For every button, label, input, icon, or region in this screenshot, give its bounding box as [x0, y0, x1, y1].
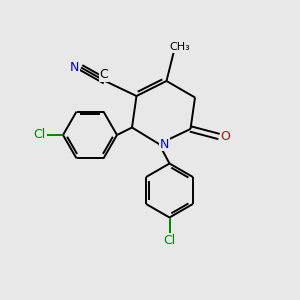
Text: Cl: Cl	[164, 234, 175, 248]
Text: Cl: Cl	[33, 128, 45, 142]
Text: N: N	[160, 137, 169, 151]
Text: N: N	[70, 61, 79, 74]
Text: O: O	[221, 130, 230, 143]
Text: CH₃: CH₃	[169, 42, 190, 52]
Text: C: C	[99, 68, 108, 82]
